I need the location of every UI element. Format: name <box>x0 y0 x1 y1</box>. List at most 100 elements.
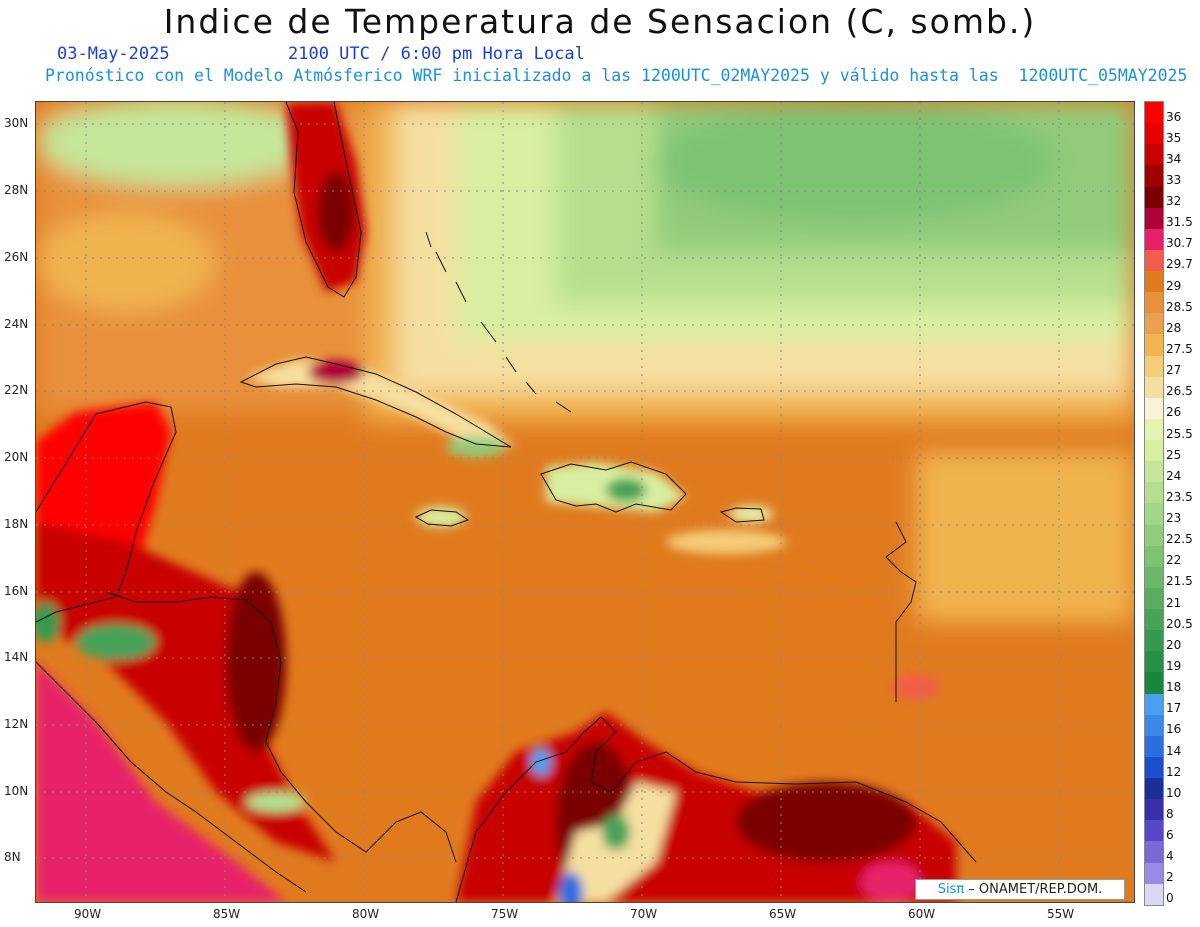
lon-label: 75W <box>491 907 519 921</box>
legend-swatch <box>1145 503 1163 525</box>
lon-label: 60W <box>908 907 936 921</box>
legend-swatch <box>1145 418 1163 440</box>
legend-label: 26 <box>1166 405 1182 420</box>
lon-label: 65W <box>769 907 797 921</box>
legend-label: 23 <box>1166 511 1182 526</box>
legend-label: 20 <box>1166 637 1182 652</box>
legend-swatch <box>1145 165 1163 187</box>
legend-label: 30.7 <box>1166 236 1193 251</box>
legend-label: 6 <box>1166 828 1174 843</box>
valid-date: 03-May-2025 <box>57 44 170 64</box>
legend-swatch <box>1145 566 1163 588</box>
legend-label: 21.5 <box>1166 574 1193 589</box>
legend-swatch <box>1145 862 1163 884</box>
heat-index-map <box>35 101 1135 903</box>
legend-swatch <box>1145 355 1163 377</box>
legend-label: 29.7 <box>1166 257 1193 272</box>
lat-label: 16N <box>4 584 29 598</box>
legend-swatch <box>1145 249 1163 271</box>
legend-swatch <box>1145 461 1163 483</box>
legend-swatch <box>1145 271 1163 293</box>
coastlines <box>36 102 977 902</box>
legend-swatch <box>1145 482 1163 504</box>
legend-label: 20.5 <box>1166 616 1193 631</box>
legend-swatch <box>1145 524 1163 546</box>
lat-label: 24N <box>4 317 29 331</box>
brand-logo: Sisπ <box>937 882 965 897</box>
legend-label: 31.5 <box>1166 215 1193 230</box>
legend-label: 21 <box>1166 595 1182 610</box>
legend-swatch <box>1145 397 1163 419</box>
legend-swatch <box>1145 714 1163 736</box>
legend-label: 22 <box>1166 553 1182 568</box>
legend-label: 14 <box>1166 743 1182 758</box>
legend-swatch <box>1145 883 1163 905</box>
lat-label: 22N <box>4 383 29 397</box>
legend-label: 28 <box>1166 320 1182 335</box>
legend-label: 10 <box>1166 785 1182 800</box>
legend-swatch <box>1145 630 1163 652</box>
lat-label: 30N <box>4 116 29 130</box>
grid <box>36 102 1134 902</box>
legend-swatch <box>1145 313 1163 335</box>
legend-label: 19 <box>1166 658 1182 673</box>
credit-text: – ONAMET/REP.DOM. <box>964 882 1103 897</box>
legend-swatch <box>1145 799 1163 821</box>
legend-label: 26.5 <box>1166 384 1193 399</box>
legend-label: 25 <box>1166 447 1182 462</box>
lon-label: 55W <box>1047 907 1075 921</box>
forecast-info: Pronóstico con el Modelo Atmósferico WRF… <box>45 66 1188 85</box>
lon-label: 70W <box>630 907 658 921</box>
legend-swatch <box>1145 587 1163 609</box>
legend-label: 23.5 <box>1166 489 1193 504</box>
legend-swatch <box>1145 123 1163 145</box>
legend-label: 35 <box>1166 130 1182 145</box>
legend-swatch <box>1145 545 1163 567</box>
legend-label: 0 <box>1166 891 1174 906</box>
legend-label: 4 <box>1166 849 1174 864</box>
legend-swatch <box>1145 186 1163 208</box>
legend-label: 22.5 <box>1166 532 1193 547</box>
lon-label: 90W <box>74 907 102 921</box>
legend-swatch <box>1145 292 1163 314</box>
legend-label: 18 <box>1166 680 1182 695</box>
legend-swatch <box>1145 672 1163 694</box>
lat-label: 8N <box>4 850 21 864</box>
legend-label: 33 <box>1166 172 1182 187</box>
legend-label: 28.5 <box>1166 299 1193 314</box>
legend-label: 27.5 <box>1166 342 1193 356</box>
color-legend <box>1144 101 1164 906</box>
legend-label: 17 <box>1166 701 1182 716</box>
legend-swatch <box>1145 334 1163 356</box>
lat-label: 28N <box>4 183 29 197</box>
credit-box: Sisπ – ONAMET/REP.DOM. <box>915 879 1125 900</box>
legend-label: 27 <box>1166 363 1182 378</box>
legend-swatch <box>1145 820 1163 842</box>
legend-label: 32 <box>1166 194 1182 209</box>
legend-swatch <box>1145 609 1163 631</box>
legend-swatch <box>1145 693 1163 715</box>
map-title: Indice de Temperatura de Sensacion (C, s… <box>163 2 1037 41</box>
map-canvas <box>36 102 1134 902</box>
legend-label: 25.5 <box>1166 426 1193 441</box>
lat-label: 12N <box>4 717 29 731</box>
lon-label: 80W <box>352 907 380 921</box>
lat-label: 10N <box>4 784 29 798</box>
legend-swatch <box>1145 440 1163 462</box>
legend-swatch <box>1145 778 1163 800</box>
lon-label: 85W <box>213 907 241 921</box>
lat-label: 26N <box>4 250 29 264</box>
legend-label: 12 <box>1166 764 1182 779</box>
legend-label: 29 <box>1166 278 1182 293</box>
legend-label: 2 <box>1166 870 1174 885</box>
legend-swatch <box>1145 735 1163 757</box>
legend-label: 16 <box>1166 722 1182 737</box>
legend-swatch <box>1145 207 1163 229</box>
legend-swatch <box>1145 102 1163 124</box>
lat-label: 20N <box>4 450 29 464</box>
legend-label: 8 <box>1166 806 1174 821</box>
lat-label: 18N <box>4 517 29 531</box>
legend-swatch <box>1145 651 1163 673</box>
legend-label: 24 <box>1166 468 1182 483</box>
legend-swatch <box>1145 376 1163 398</box>
